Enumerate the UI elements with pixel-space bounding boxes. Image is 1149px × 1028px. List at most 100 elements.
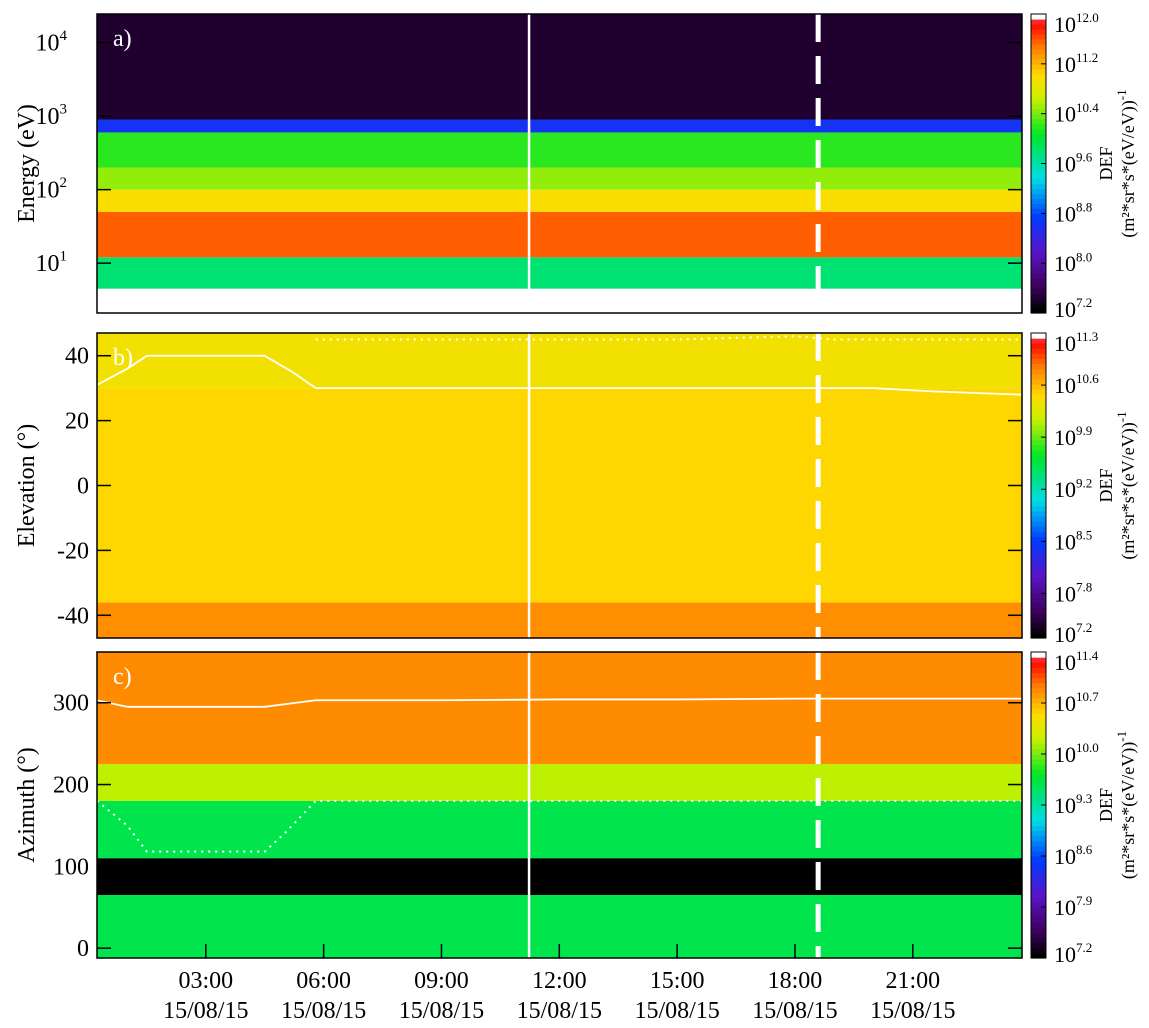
colorbar-unit: (m²*sr*s*(eV/eV))-1	[1114, 89, 1139, 237]
tick-label: 109.6	[1054, 150, 1093, 177]
panel-label: a)	[113, 26, 132, 52]
colorbar-unit-exponent: -1	[1114, 89, 1129, 100]
colorbar-cell	[1031, 820, 1046, 826]
colorbar-cell	[1031, 253, 1046, 259]
x-tick-date: 15/08/15	[517, 998, 602, 1023]
colorbar-cell	[1031, 258, 1046, 264]
tick-base: 10	[1054, 622, 1076, 647]
colorbar-cell	[1031, 303, 1046, 309]
colorbar-cell	[1031, 353, 1046, 360]
colorbar-unit-text: (m²*sr*s*(eV/eV))	[1118, 422, 1139, 559]
colorbar-cell	[1031, 947, 1046, 954]
heatmap-row	[97, 189, 1022, 212]
colorbar-cell	[1031, 168, 1046, 175]
colorbar-cell	[1031, 682, 1046, 689]
colorbar-cell	[1031, 394, 1046, 400]
tick-exponent: 7.9	[1076, 893, 1092, 908]
colorbar-cell	[1031, 288, 1046, 294]
colorbar-unit: (m²*sr*s*(eV/eV))-1	[1114, 411, 1139, 559]
colorbar-cell	[1031, 728, 1046, 735]
colorbar-title: DEF	[1096, 468, 1116, 502]
colorbar-cell	[1031, 942, 1046, 949]
colorbar-cell	[1031, 343, 1046, 349]
colorbar-cell	[1031, 38, 1046, 45]
colorbar-cell	[1031, 228, 1046, 234]
colorbar-cell	[1031, 627, 1046, 634]
colorbar-cell	[1031, 178, 1046, 185]
heatmap-row	[97, 257, 1022, 289]
colorbar-cell	[1031, 148, 1046, 155]
tick-base: 10	[1054, 331, 1076, 356]
colorbar-cell	[1031, 470, 1046, 476]
colorbar-unit-text: (m²*sr*s*(eV/eV))	[1118, 742, 1139, 879]
colorbar-cell	[1031, 83, 1046, 90]
tick-exponent: 2	[60, 175, 68, 191]
tick-base: 10	[1054, 942, 1076, 967]
tick-base: 10	[1054, 793, 1076, 818]
tick-label: 108.0	[1054, 249, 1092, 276]
colorbar-cell	[1031, 850, 1046, 857]
colorbar-cell	[1031, 58, 1046, 65]
colorbar-cell	[1031, 825, 1046, 832]
colorbar-cell	[1031, 500, 1046, 507]
tick-exponent: 10.4	[1076, 100, 1099, 115]
tick-exponent: 7.8	[1076, 579, 1092, 594]
colorbar-title: DEF	[1096, 788, 1116, 822]
colorbar-cell	[1031, 28, 1046, 35]
tick-base: 10	[1054, 691, 1076, 716]
y-tick-label: 40	[65, 344, 89, 370]
colorbar-cell	[1031, 815, 1046, 821]
colorbar-cell	[1031, 73, 1046, 80]
colorbar-unit-exponent: -1	[1114, 731, 1129, 742]
tick-base: 10	[36, 251, 60, 277]
colorbar-cell	[1031, 173, 1046, 180]
colorbar-unit-exponent: -1	[1114, 411, 1129, 422]
tick-label: 1011.2	[1054, 50, 1098, 77]
colorbar-cell	[1031, 248, 1046, 254]
tick-label: 107.2	[1054, 940, 1092, 967]
tick-base: 10	[1054, 102, 1076, 127]
colorbar-cell	[1031, 866, 1046, 872]
y-axis-label: Elevation (°)	[14, 424, 40, 548]
overlay-line	[96, 697, 1022, 708]
tick-base: 10	[1054, 201, 1076, 226]
colorbar-cell	[1031, 861, 1046, 867]
colorbar-cell	[1031, 571, 1046, 578]
tick-label: 1012.0	[1054, 10, 1099, 37]
colorbar-cell	[1031, 414, 1046, 421]
colorbar-cell	[1031, 521, 1046, 527]
y-tick-label: -40	[57, 603, 89, 629]
tick-base: 10	[36, 178, 60, 204]
heatmap-row	[97, 211, 1022, 258]
tick-base: 10	[1054, 581, 1076, 606]
colorbar-cell	[1031, 789, 1046, 796]
tick-exponent: 11.3	[1076, 329, 1098, 344]
tick-exponent: 9.9	[1076, 423, 1092, 438]
y-axis-label: Energy (eV)	[14, 104, 40, 223]
colorbar-cell	[1031, 561, 1046, 568]
y-tick-label: 100	[53, 854, 89, 880]
colorbar-cell	[1031, 592, 1046, 598]
colorbar-cell	[1031, 103, 1046, 110]
colorbar-cell	[1031, 779, 1046, 786]
colorbar-cell	[1031, 449, 1046, 456]
colorbar-cell	[1031, 840, 1046, 847]
tick-exponent: 7.2	[1076, 620, 1092, 635]
colorbar-cell	[1031, 917, 1046, 923]
colorbar-cell	[1031, 602, 1046, 609]
tick-exponent: 7.2	[1076, 295, 1092, 310]
colorbar-cell	[1031, 708, 1046, 714]
heatmap-row	[97, 858, 1022, 895]
tick-exponent: 8.8	[1076, 199, 1092, 214]
colorbar-cell	[1031, 409, 1046, 415]
colorbar-cell	[1031, 399, 1046, 405]
colorbar-cell	[1031, 485, 1046, 492]
colorbar-cell	[1031, 784, 1046, 791]
colorbar-cell	[1031, 662, 1046, 668]
colorbar-cell	[1031, 687, 1046, 694]
tick-exponent: 8.0	[1076, 249, 1092, 264]
colorbar-cell	[1031, 652, 1046, 658]
tick-label: 109.3	[1054, 791, 1092, 818]
x-tick-label: 15:00	[650, 968, 705, 994]
